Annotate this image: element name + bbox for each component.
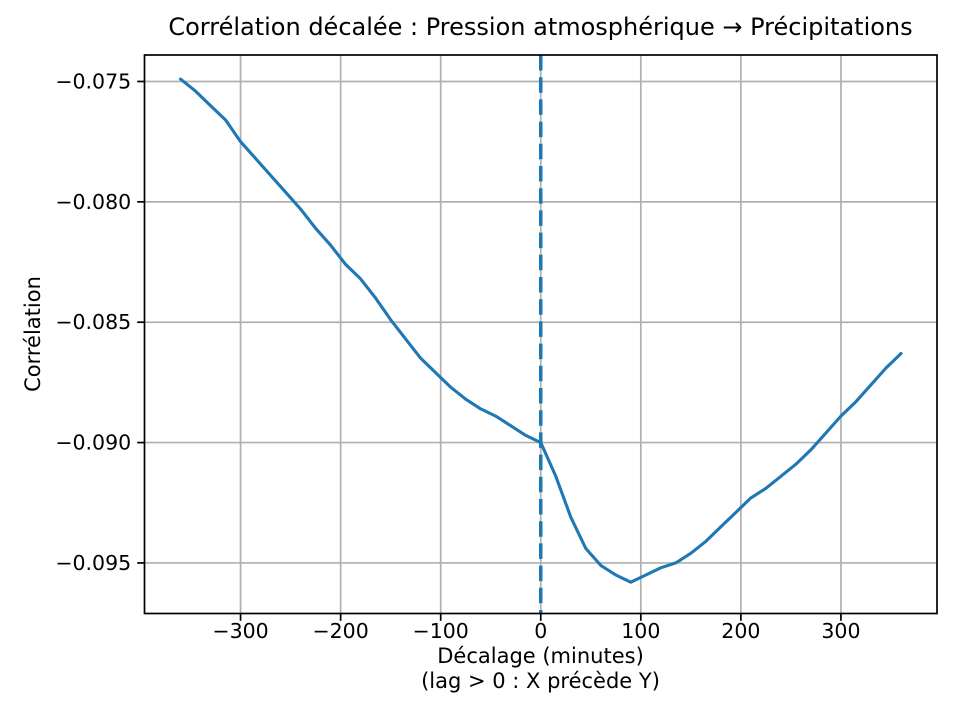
x-axis-label: Décalage (minutes) (lag > 0 : X précède … [144,644,937,694]
x-axis-label-line1: Décalage (minutes) [437,644,644,668]
x-tick-label: 100 [621,619,660,643]
x-tick-label: −100 [413,619,469,643]
x-axis-label-line2: (lag > 0 : X précède Y) [421,669,660,693]
x-tick-label: −200 [312,619,368,643]
x-tick-label: −300 [212,619,268,643]
y-tick-label: −0.080 [55,190,131,214]
x-tick-label: 0 [534,619,547,643]
y-tick-label: −0.085 [55,310,131,334]
chart-title: Corrélation décalée : Pression atmosphér… [168,13,913,41]
y-tick-label: −0.075 [55,69,131,93]
correlation-line [178,77,903,584]
x-tick-label: 200 [721,619,760,643]
y-tick-label: −0.090 [55,431,131,455]
y-tick-label: −0.095 [55,551,131,575]
y-axis-label: Corrélation [21,276,45,392]
x-tick-label: 300 [821,619,860,643]
